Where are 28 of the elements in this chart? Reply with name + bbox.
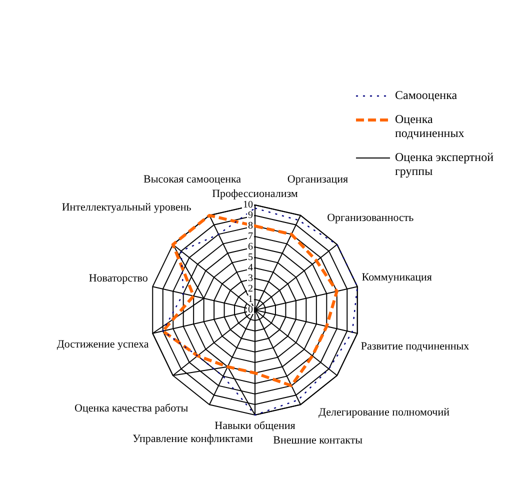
spoke-label: Внешние контакты xyxy=(273,434,364,446)
y-tick-label: 3 xyxy=(248,273,253,284)
spoke-label: Оценка качества работы xyxy=(74,402,189,414)
legend-label: Оценка экспертной группы xyxy=(395,150,494,178)
legend-label: Оценка подчиненных xyxy=(395,112,466,140)
y-tick-label: 10 xyxy=(243,200,253,211)
y-tick-label: 6 xyxy=(248,242,253,253)
spoke-label: Организованность xyxy=(327,212,414,224)
y-tick-label: 1 xyxy=(248,294,253,306)
y-tick-label: 5 xyxy=(248,252,253,264)
y-tick-label: 9 xyxy=(248,210,253,222)
spoke-label: Управление конфликтами xyxy=(132,433,253,446)
spoke-label: Делегирование полномочий xyxy=(318,406,450,419)
spoke-label: Профессионализм xyxy=(212,188,298,200)
spoke-label: Организация xyxy=(287,174,348,186)
legend-label: Самооценка xyxy=(395,88,458,102)
spoke-label: Развитие подчиненных xyxy=(360,340,470,352)
y-tick-label: 2 xyxy=(248,284,253,295)
spoke-label: Достижение успеха xyxy=(56,338,149,351)
spoke-label: Навыки общения xyxy=(214,420,296,432)
y-tick-label: 7 xyxy=(248,231,253,242)
y-tick-label: 0 xyxy=(248,304,253,316)
y-tick-label: 8 xyxy=(248,220,253,232)
spoke-label: Высокая самооценка xyxy=(143,174,242,186)
y-tick-label: 4 xyxy=(248,262,253,274)
spoke-label: Коммуникация xyxy=(362,272,432,284)
spoke-label: Новаторство xyxy=(88,272,148,285)
spoke-label: Интеллектуальный уровень xyxy=(62,201,192,214)
